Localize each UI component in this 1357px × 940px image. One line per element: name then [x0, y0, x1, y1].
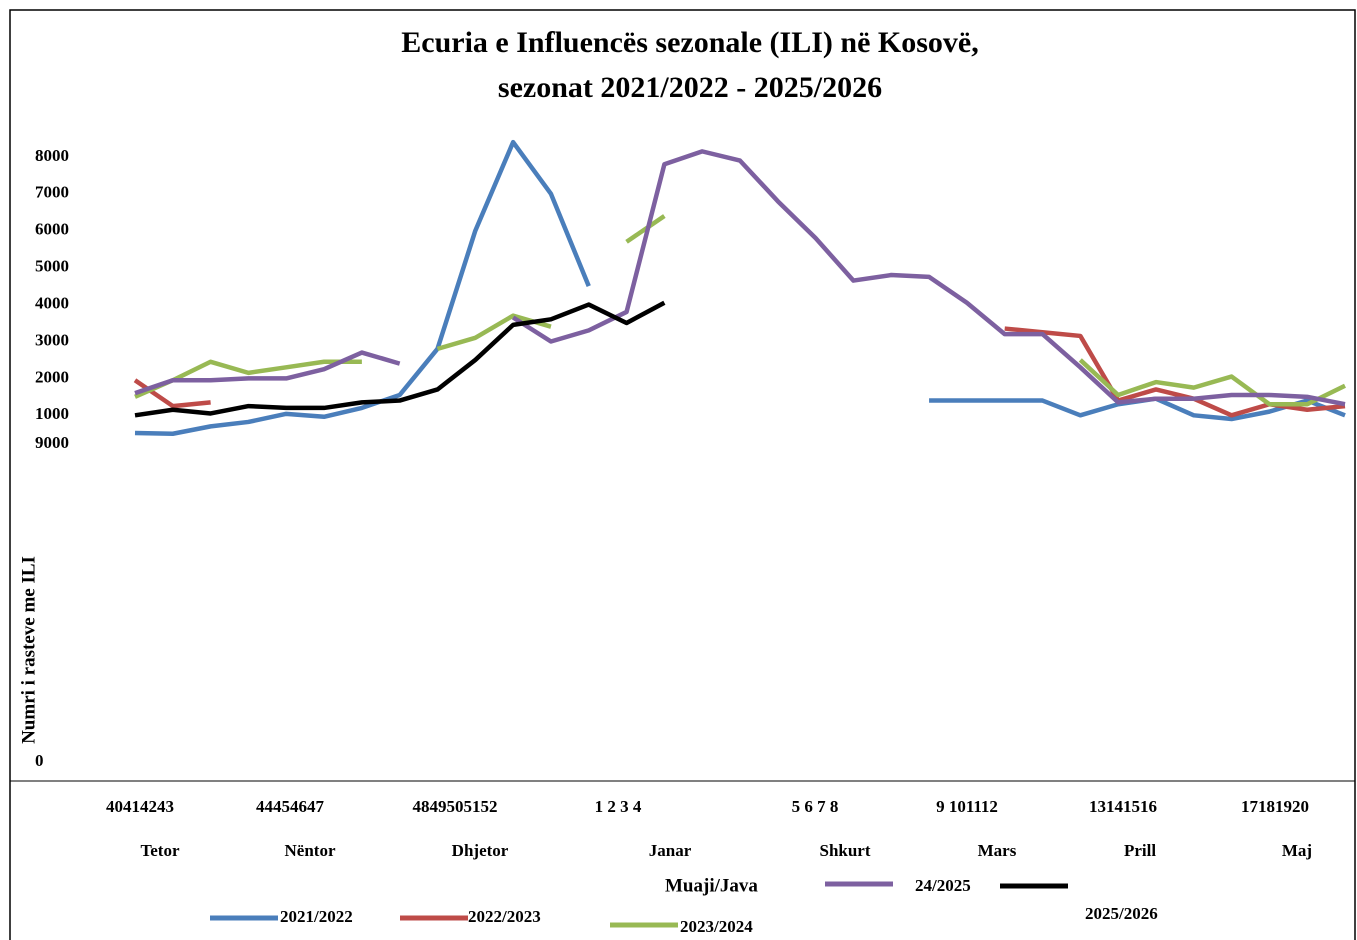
x-tick-label: 40414243: [106, 797, 174, 816]
y-tick-label: 1000: [35, 404, 69, 423]
y-tick-label: 2000: [35, 367, 69, 386]
chart-title: Ecuria e Influencës sezonale (ILI) në Ko…: [401, 26, 978, 59]
y-tick-label: 5000: [35, 257, 69, 276]
legend-label: 2023/2024: [680, 917, 753, 936]
series-line: [134, 300, 666, 418]
month-label: Nëntor: [285, 841, 336, 860]
month-label: Tetor: [140, 841, 179, 860]
legend-label: 24/2025: [915, 876, 971, 895]
month-label: Mars: [978, 841, 1017, 860]
month-label: Dhjetor: [452, 841, 509, 860]
legend-label: 2022/2023: [468, 907, 541, 926]
month-label: Maj: [1282, 841, 1312, 860]
y-tick-label: 8000: [35, 146, 69, 165]
series-line: [134, 214, 1346, 407]
y-tick-label: 9000: [35, 433, 69, 452]
month-label: Shkurt: [819, 841, 870, 860]
chart-title: sezonat 2021/2022 - 2025/2026: [498, 71, 882, 104]
x-tick-label: 9 101112: [936, 797, 998, 816]
x-tick-label: 5 6 7 8: [792, 797, 839, 816]
series-line: [134, 149, 1346, 407]
x-tick-label: 1 2 3 4: [595, 797, 642, 816]
x-tick-label: 4849505152: [413, 797, 498, 816]
y-tick-label: 4000: [35, 293, 69, 312]
month-label: Janar: [649, 841, 692, 860]
y-tick-label: 3000: [35, 330, 69, 349]
y-axis-label: Numri i rasteve me ILI: [18, 556, 39, 744]
y-tick-label: 7000: [35, 183, 69, 202]
y-tick-label: 6000: [35, 220, 69, 239]
legend-label: 2025/2026: [1085, 904, 1158, 923]
month-label: Prill: [1124, 841, 1156, 860]
y-tick-label: 0: [35, 751, 44, 770]
x-tick-label: 13141516: [1089, 797, 1157, 816]
x-tick-label: 17181920: [1241, 797, 1309, 816]
x-axis-label: Muaji/Java: [665, 875, 758, 896]
x-tick-label: 44454647: [256, 797, 325, 816]
legend-label: 2021/2022: [280, 907, 353, 926]
frame: [9, 9, 1356, 940]
